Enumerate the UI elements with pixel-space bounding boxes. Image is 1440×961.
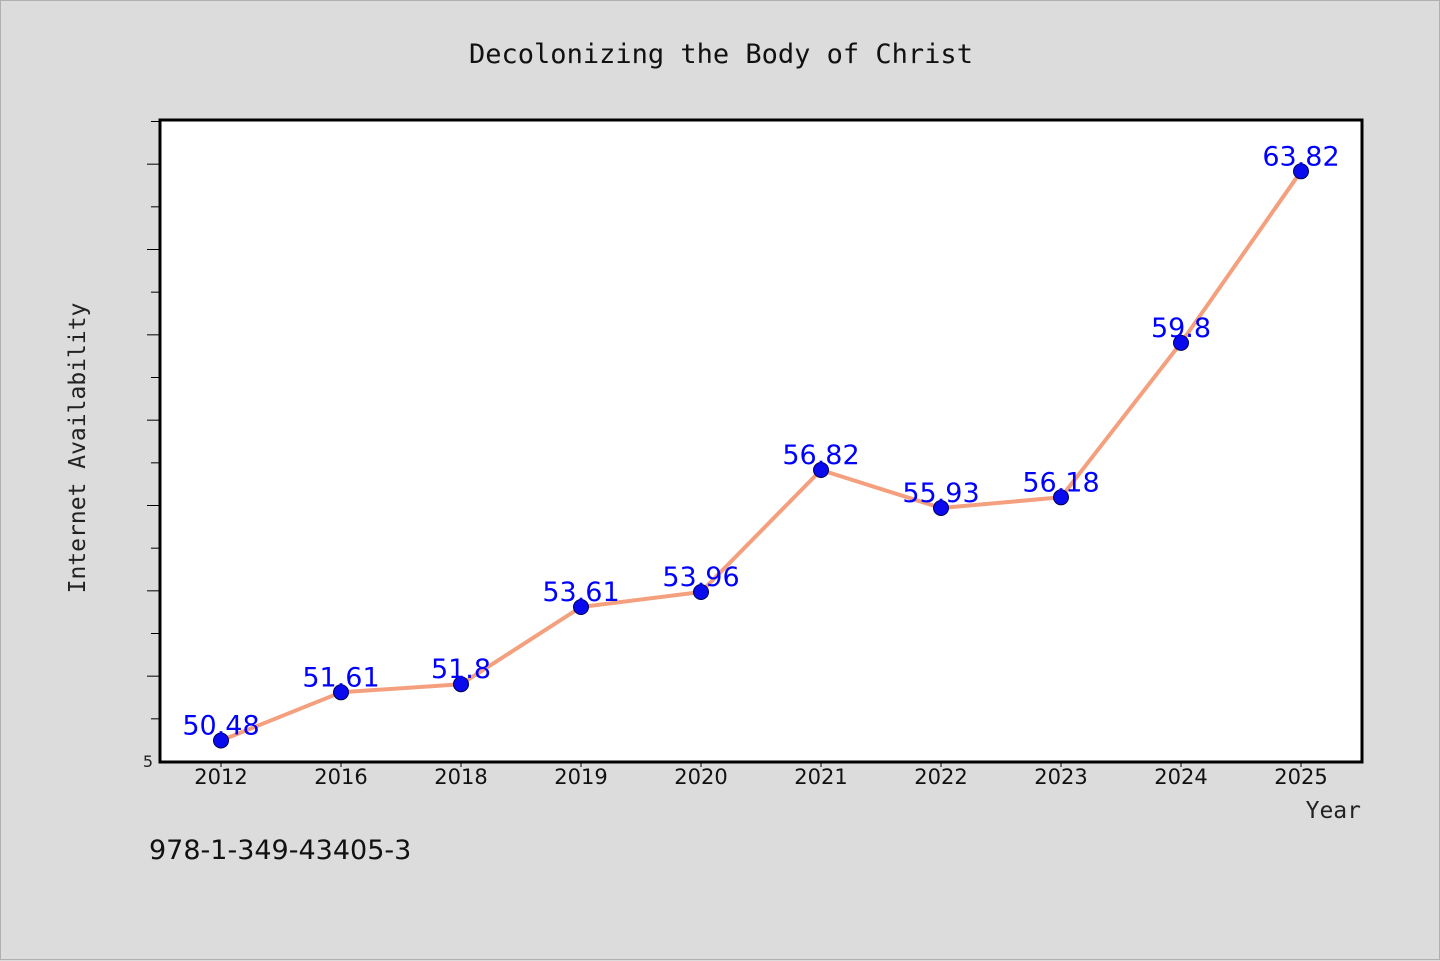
data-label: 53.96 xyxy=(662,562,739,593)
data-label: 51.61 xyxy=(302,662,379,693)
series-line xyxy=(219,169,1303,743)
data-point xyxy=(453,676,469,693)
chart-title: Decolonizing the Body of Christ xyxy=(469,39,973,70)
data-point xyxy=(1293,163,1309,180)
data-point xyxy=(1173,334,1189,351)
plot-area xyxy=(158,118,1364,764)
data-point xyxy=(333,684,349,701)
data-point xyxy=(693,584,709,600)
data-label: 53.61 xyxy=(542,577,619,608)
x-tick-label: 2025 xyxy=(1274,765,1327,789)
data-label: 51.8 xyxy=(431,654,491,685)
x-tick-label: 2023 xyxy=(1034,765,1087,789)
x-axis-label: Year xyxy=(1306,798,1361,824)
data-label: 63.82 xyxy=(1262,141,1339,172)
x-tick-label: 2022 xyxy=(914,765,967,789)
data-point xyxy=(813,462,829,478)
x-tick-label: 2012 xyxy=(194,765,247,789)
x-tick-label: 2019 xyxy=(554,765,607,789)
data-point xyxy=(573,599,589,615)
x-tick-label: 2020 xyxy=(674,765,727,789)
data-label: 56.82 xyxy=(782,440,859,471)
data-label: 55.93 xyxy=(902,478,979,509)
y-axis-label: Internet Availability xyxy=(65,303,91,594)
data-label: 50.48 xyxy=(182,711,259,742)
data-point xyxy=(213,732,229,749)
data-label: 56.18 xyxy=(1022,467,1099,498)
y-tick-label: 5 xyxy=(143,752,153,771)
isbn-caption: 978-1-349-43405-3 xyxy=(149,835,412,866)
data-point xyxy=(933,500,949,516)
x-tick-label: 2018 xyxy=(434,765,487,789)
x-tick-label: 2024 xyxy=(1154,765,1207,789)
data-point xyxy=(1053,489,1069,506)
data-label: 59.8 xyxy=(1151,313,1211,344)
x-tick-label: 2016 xyxy=(314,765,367,789)
x-tick-label: 2021 xyxy=(794,765,847,789)
